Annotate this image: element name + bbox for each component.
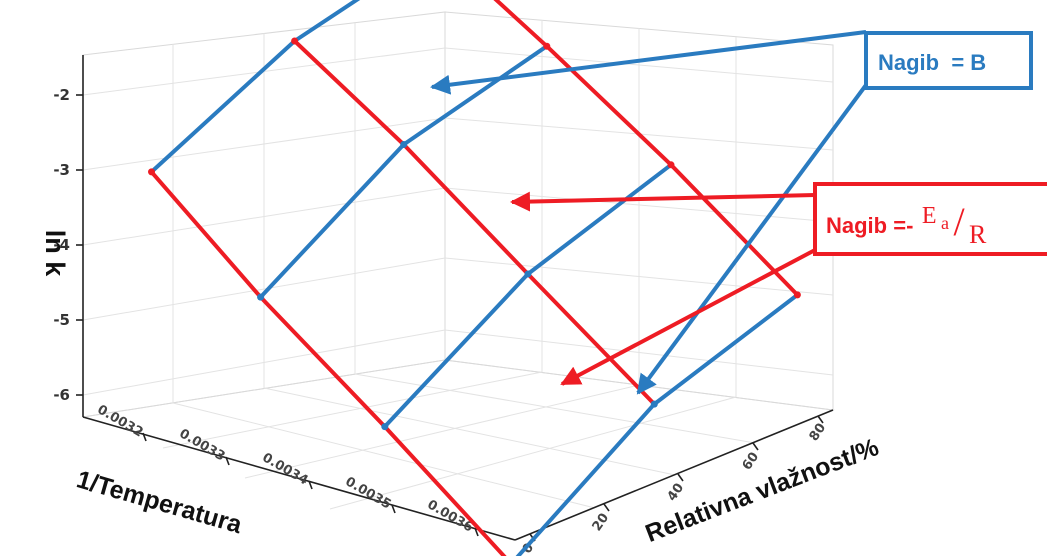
data-point <box>650 400 658 408</box>
z-tick-label: -5 <box>53 311 70 329</box>
grid-line <box>172 402 596 509</box>
x-tick-mark <box>391 504 396 514</box>
red-annotation-label: Nagib =- E a / R <box>826 199 987 249</box>
data-point <box>543 42 551 50</box>
blue-annotation: Nagib = B <box>430 30 1033 395</box>
blue-series-segment <box>382 272 530 429</box>
blue-series-segment <box>292 0 361 43</box>
blue-series-segment <box>149 39 297 174</box>
grid-line <box>82 329 446 396</box>
blue-series-segment <box>401 44 549 147</box>
red-annotation-prefix: Nagib =- <box>826 213 913 238</box>
blue-series-segment <box>258 142 406 300</box>
data-point <box>381 423 389 431</box>
red-series-segment <box>292 39 406 147</box>
red-annotation-subscript: a <box>941 213 949 233</box>
x-tick-mark <box>308 480 313 490</box>
blue-series-segment <box>652 292 800 407</box>
red-series-segment <box>401 142 530 276</box>
data-point <box>667 161 675 169</box>
z-tick-label: -4 <box>53 236 70 254</box>
blue-leader-arrow-bottom <box>636 83 868 395</box>
data-point <box>257 293 265 301</box>
y-tick-mark <box>603 503 610 512</box>
z-tick-label: -3 <box>53 161 70 179</box>
x-axis-title: 1/Temperatura <box>73 465 246 539</box>
data-point <box>400 141 408 148</box>
axes-frame <box>76 55 834 542</box>
grid-line <box>329 396 737 510</box>
data-point <box>524 270 532 278</box>
grid-line <box>244 384 640 479</box>
data-point <box>148 168 155 176</box>
red-series-segment <box>382 424 507 556</box>
grid-line <box>82 257 446 321</box>
red-annotation: Nagib =- E a / R <box>510 182 1047 386</box>
x-tick-mark <box>142 432 147 442</box>
y-axis-line <box>514 409 834 541</box>
gridlines <box>82 20 834 510</box>
red-series-segment <box>493 0 549 49</box>
blue-series-segment <box>515 402 657 556</box>
blue-annotation-label: Nagib = B <box>878 50 986 75</box>
red-leader-arrow-bottom <box>560 248 816 386</box>
red-annotation-numerator: E <box>922 203 937 229</box>
grid-line <box>82 187 446 246</box>
y-tick-label: 40 <box>665 481 688 504</box>
y-tick-label: 20 <box>590 511 613 534</box>
grid-line <box>162 371 543 449</box>
red-annotation-slash: / <box>953 199 965 244</box>
grid-line <box>444 47 834 83</box>
x-tick-mark <box>474 527 479 537</box>
z-tick-label: -6 <box>53 386 70 404</box>
y-tick-mark <box>817 415 824 424</box>
data-point <box>291 37 299 45</box>
plot-walls <box>82 11 835 541</box>
series-lines <box>148 0 801 556</box>
y-tick-mark <box>677 473 684 482</box>
y-tick-mark <box>752 442 759 451</box>
red-leader-arrow-top <box>510 191 816 212</box>
red-annotation-box <box>813 182 1047 256</box>
z-axis-title: ln k <box>40 230 70 277</box>
blue-leader-arrow-top <box>430 30 867 95</box>
grid-line <box>263 387 676 476</box>
blue-annotation-box <box>864 31 1033 90</box>
grid-line <box>444 329 834 376</box>
red-series-segment <box>258 295 387 429</box>
grid-line <box>444 257 834 296</box>
red-series-segment <box>149 169 263 300</box>
x-axis-line <box>82 416 516 541</box>
red-series-segment <box>669 162 800 297</box>
x-tick-mark <box>225 456 230 466</box>
y-tick-label: 60 <box>740 450 763 473</box>
red-annotation-denominator: R <box>969 220 987 249</box>
y-tick-label: 80 <box>807 421 830 444</box>
blue-series-segment <box>525 162 673 276</box>
red-series-segment <box>544 44 673 167</box>
z-tick-label: -2 <box>53 86 70 104</box>
data-point <box>793 291 801 299</box>
red-series-segment <box>525 272 657 407</box>
